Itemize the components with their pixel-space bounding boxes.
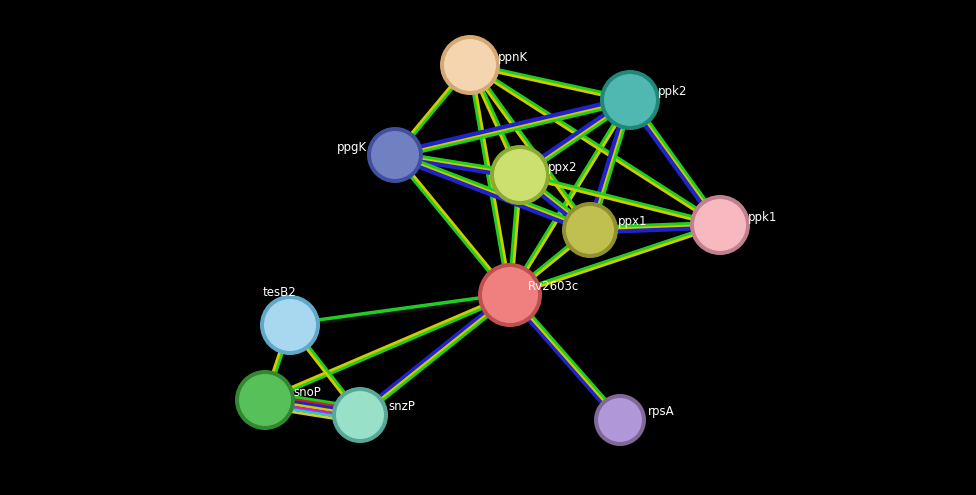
Text: ppgK: ppgK: [337, 141, 367, 153]
Text: Rv2603c: Rv2603c: [528, 281, 579, 294]
Circle shape: [494, 149, 546, 201]
Circle shape: [490, 145, 550, 205]
Text: ppnK: ppnK: [498, 50, 528, 63]
Text: snoP: snoP: [293, 386, 321, 398]
Circle shape: [600, 70, 660, 130]
Circle shape: [594, 394, 646, 446]
Circle shape: [482, 267, 538, 323]
Circle shape: [260, 295, 320, 355]
Circle shape: [264, 299, 316, 351]
Circle shape: [444, 39, 496, 91]
Circle shape: [478, 263, 542, 327]
Circle shape: [449, 44, 491, 86]
Text: ppk2: ppk2: [658, 86, 687, 99]
Circle shape: [499, 153, 542, 197]
Text: snzP: snzP: [388, 400, 415, 413]
Text: rpsA: rpsA: [648, 405, 674, 418]
Circle shape: [604, 74, 656, 126]
Circle shape: [371, 131, 419, 179]
Circle shape: [562, 202, 618, 258]
Circle shape: [699, 203, 742, 247]
Circle shape: [440, 35, 500, 95]
Circle shape: [609, 79, 651, 121]
Circle shape: [376, 135, 415, 175]
Circle shape: [690, 195, 750, 255]
Circle shape: [367, 127, 423, 183]
Circle shape: [566, 206, 614, 254]
Circle shape: [487, 272, 533, 318]
Text: ppx1: ppx1: [618, 215, 647, 229]
Circle shape: [332, 387, 388, 443]
Circle shape: [570, 210, 610, 249]
Circle shape: [598, 398, 642, 442]
Circle shape: [694, 199, 746, 251]
Text: ppx2: ppx2: [548, 160, 578, 174]
Circle shape: [602, 402, 638, 438]
Circle shape: [268, 303, 311, 346]
Circle shape: [239, 374, 291, 426]
Text: ppk1: ppk1: [748, 210, 777, 224]
Circle shape: [336, 391, 384, 439]
Circle shape: [235, 370, 295, 430]
Circle shape: [341, 396, 380, 435]
Text: tesB2: tesB2: [264, 287, 297, 299]
Circle shape: [244, 379, 286, 421]
